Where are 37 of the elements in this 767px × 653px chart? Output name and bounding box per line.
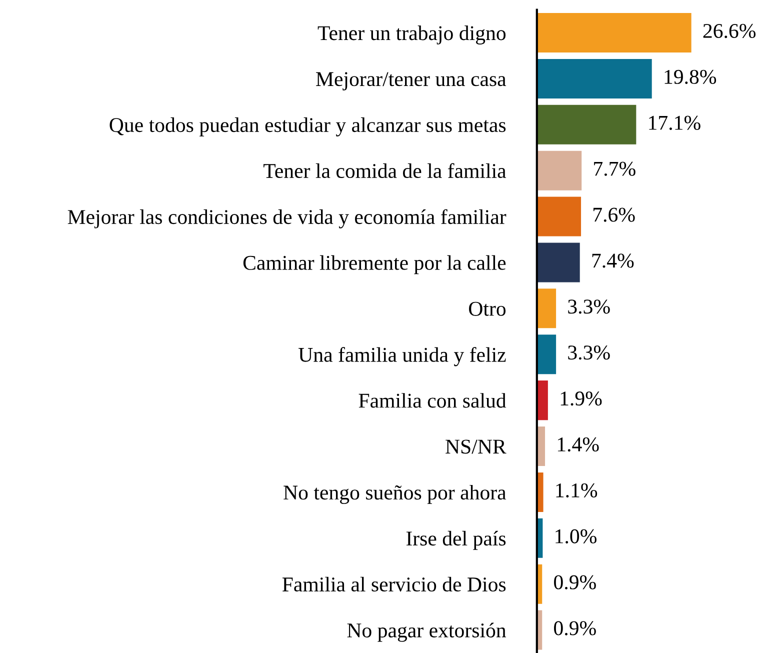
y-tick-label: Mejorar/tener una casa bbox=[316, 72, 506, 90]
data-label: 1.1% bbox=[556, 483, 598, 498]
data-label: 0.9% bbox=[554, 621, 596, 636]
y-tick-label: Tener la comida de la familia bbox=[264, 163, 506, 178]
data-label: 0.9% bbox=[554, 575, 596, 590]
bar bbox=[536, 288, 556, 328]
data-label: 26.6% bbox=[703, 24, 756, 38]
bar bbox=[536, 104, 636, 144]
data-label: 7.6% bbox=[594, 208, 635, 222]
data-label: 17.1% bbox=[649, 116, 700, 130]
y-tick-label: Irse del país bbox=[406, 530, 506, 550]
data-label: 1.4% bbox=[558, 437, 599, 452]
bar bbox=[536, 196, 582, 236]
data-label: 1.0% bbox=[556, 529, 596, 544]
bar bbox=[536, 242, 580, 282]
y-tick-label: Familia al servicio de Dios bbox=[282, 576, 506, 592]
data-label: 19.8% bbox=[664, 70, 716, 84]
data-label: 7.4% bbox=[592, 254, 634, 268]
y-tick-label: No tengo sueños por ahora bbox=[284, 484, 506, 504]
bar bbox=[536, 58, 652, 98]
bar bbox=[536, 13, 692, 53]
data-label: 1.9% bbox=[560, 391, 602, 406]
data-label: 7.7% bbox=[594, 162, 636, 176]
y-tick-label: Que todos puedan estudiar y alcanzar sus metas bbox=[110, 117, 506, 136]
y-tick-label: Caminar libremente por la calle bbox=[243, 255, 506, 274]
y-tick-label: Familia con salud bbox=[358, 393, 506, 408]
data-label: 3.3% bbox=[568, 300, 610, 314]
y-tick-label: Tener un trabajo digno bbox=[318, 26, 506, 44]
y-tick-label: Otro bbox=[469, 302, 506, 316]
y-tick-label: Una familia unida y feliz bbox=[298, 347, 506, 366]
data-label: 3.3% bbox=[568, 346, 610, 360]
bar bbox=[536, 380, 548, 420]
bar bbox=[536, 334, 556, 374]
bar bbox=[536, 150, 582, 190]
y-tick-label: Mejorar las condiciones de vida y economía familiar bbox=[68, 209, 506, 228]
y-tick-label: NS/NR bbox=[446, 440, 506, 454]
y-tick-label: No pagar extorsión bbox=[347, 622, 506, 642]
